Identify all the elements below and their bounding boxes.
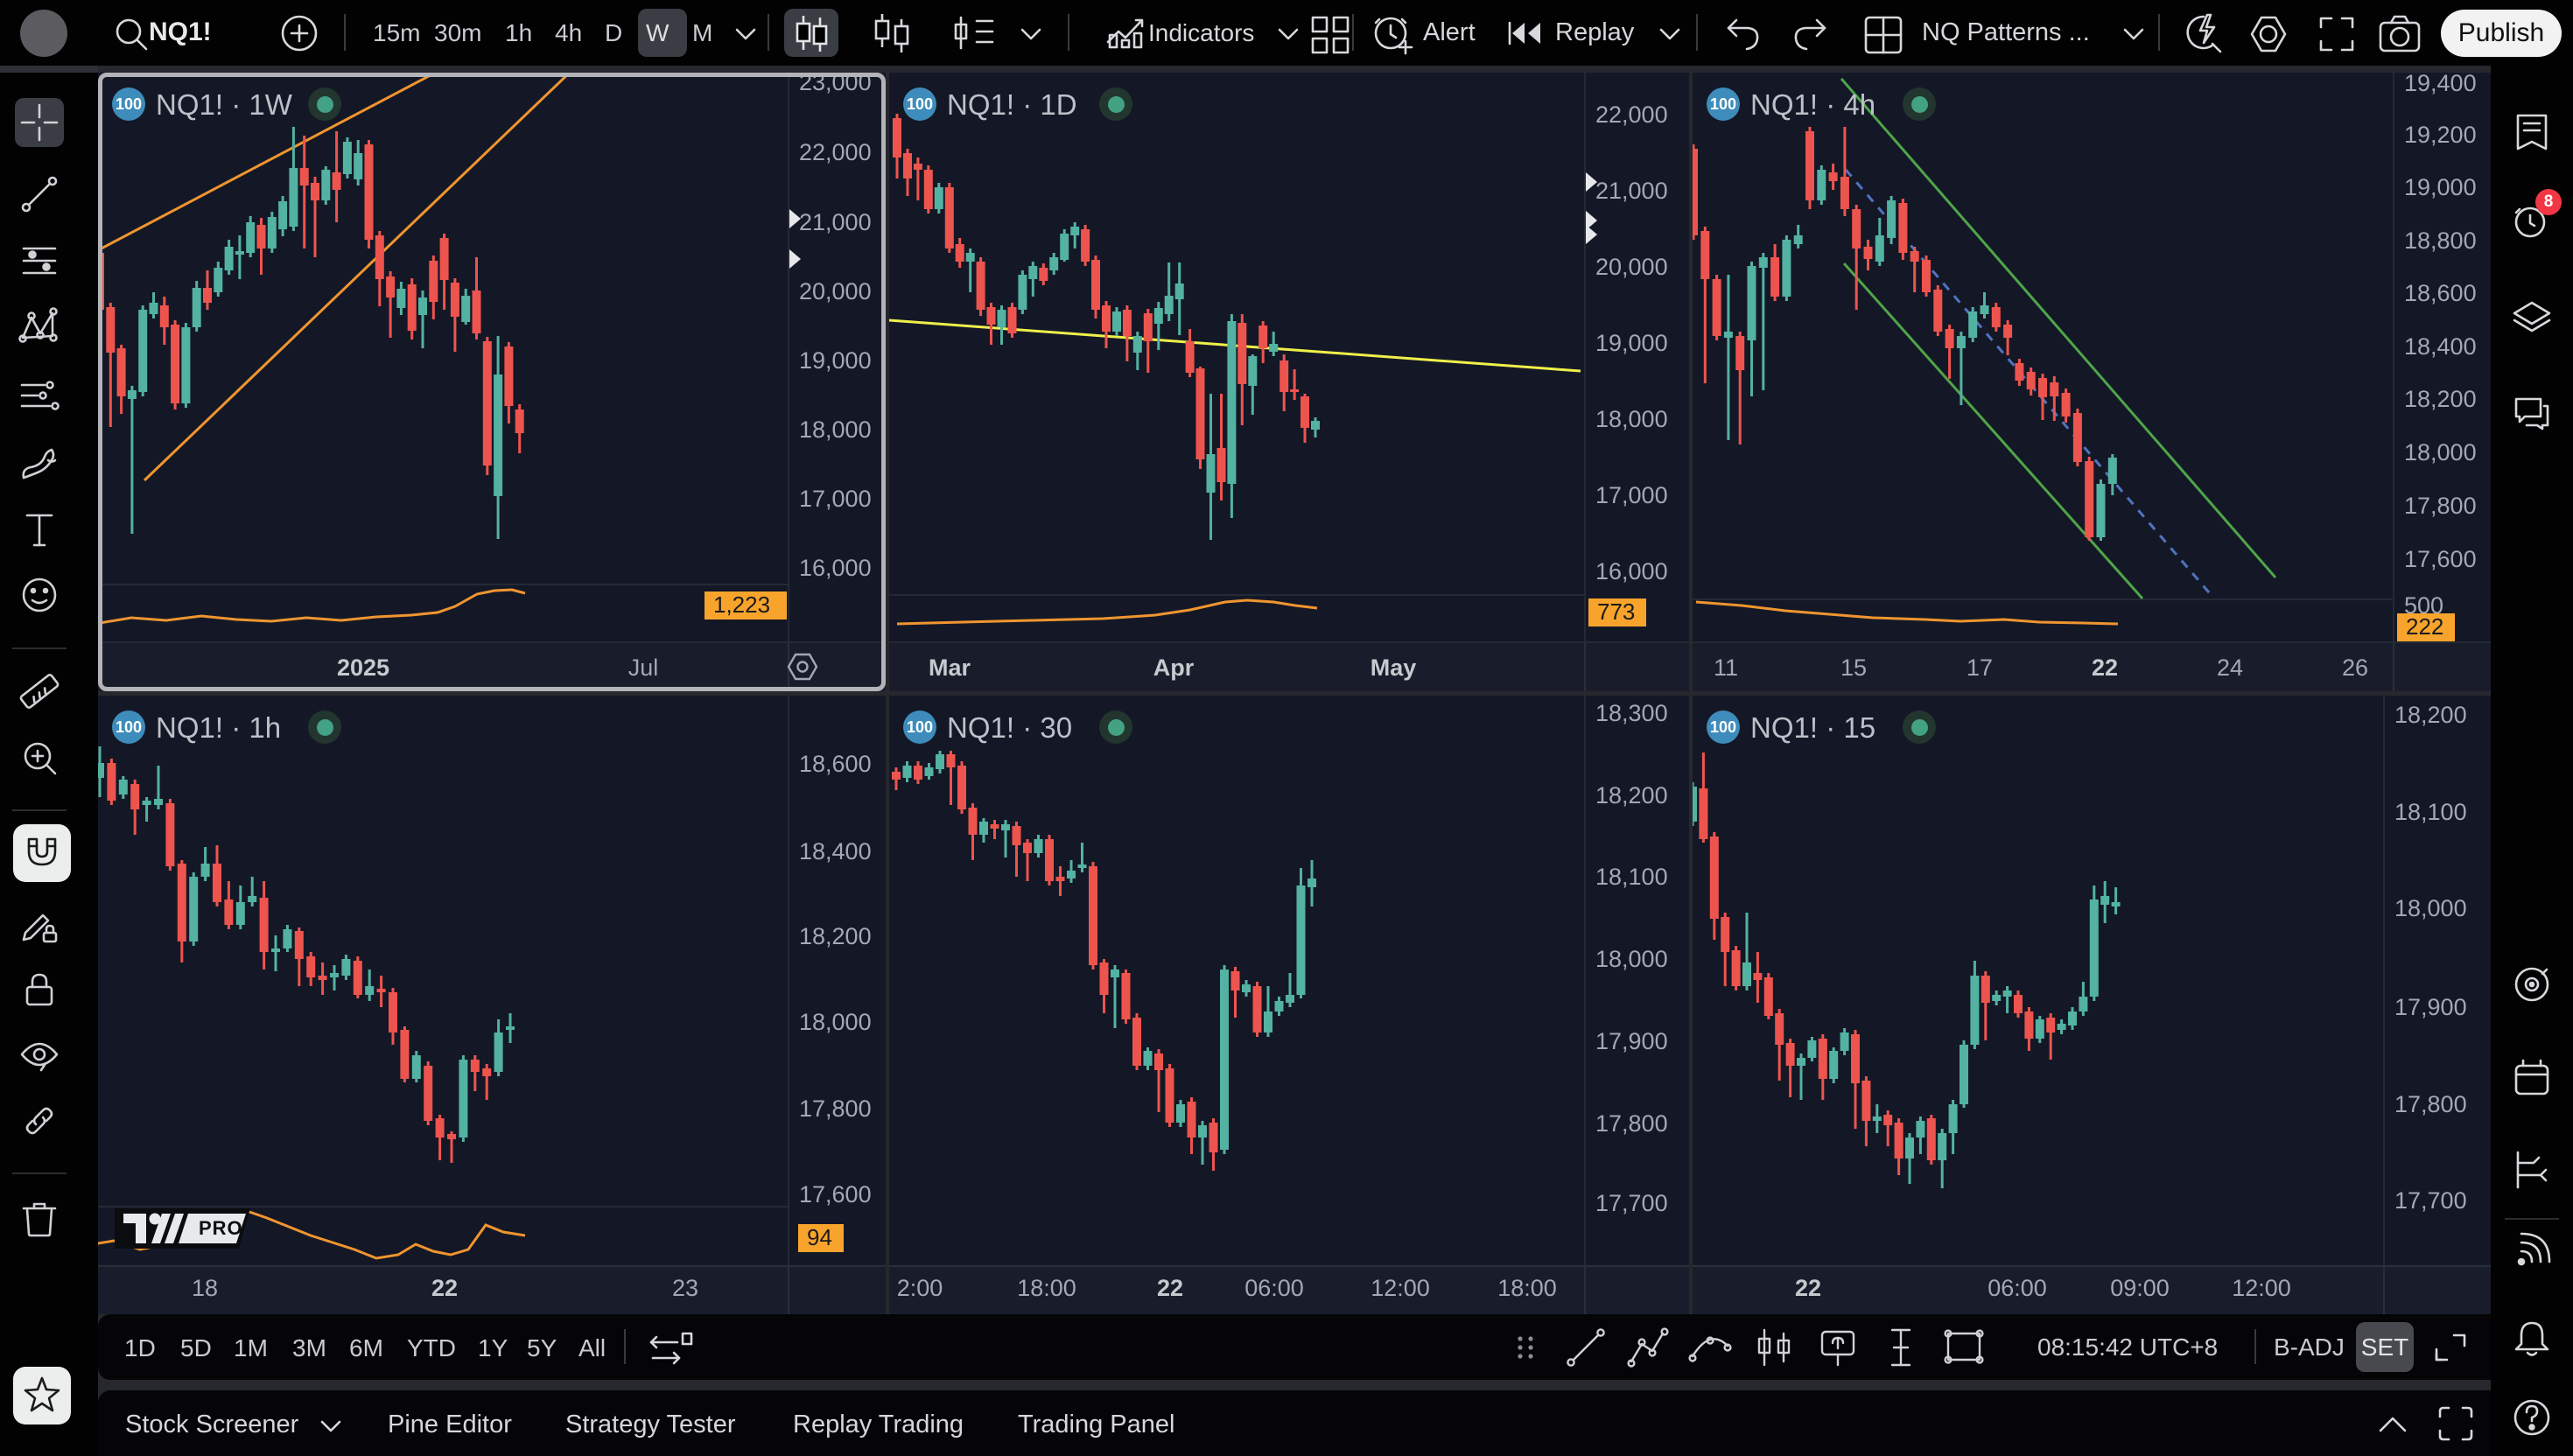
svg-text:17,800: 17,800 <box>2404 493 2477 519</box>
svg-text:18,200: 18,200 <box>1595 782 1668 808</box>
svg-text:19,000: 19,000 <box>2404 174 2477 200</box>
svg-text:16,000: 16,000 <box>1595 558 1668 584</box>
svg-text:773: 773 <box>1597 598 1635 625</box>
svg-text:06:00: 06:00 <box>1244 1275 1304 1301</box>
svg-text:2:00: 2:00 <box>897 1275 943 1301</box>
svg-text:18:00: 18:00 <box>1017 1275 1076 1301</box>
svg-text:22,000: 22,000 <box>799 139 872 165</box>
svg-text:18: 18 <box>192 1275 218 1301</box>
svg-text:22: 22 <box>1795 1275 1821 1301</box>
svg-text:12:00: 12:00 <box>1371 1275 1430 1301</box>
svg-text:18,200: 18,200 <box>2404 386 2477 412</box>
svg-text:22: 22 <box>431 1275 458 1301</box>
svg-text:17: 17 <box>1967 654 1993 681</box>
svg-text:19,000: 19,000 <box>799 347 872 374</box>
svg-text:18,400: 18,400 <box>799 838 872 864</box>
svg-text:18,000: 18,000 <box>2394 895 2467 921</box>
svg-text:18,600: 18,600 <box>799 751 872 777</box>
svg-text:21,000: 21,000 <box>1595 178 1668 204</box>
svg-text:06:00: 06:00 <box>1988 1275 2047 1301</box>
svg-text:15: 15 <box>1840 654 1867 681</box>
svg-text:17,800: 17,800 <box>2394 1091 2467 1117</box>
svg-text:Mar: Mar <box>929 654 971 681</box>
svg-text:18,000: 18,000 <box>799 1009 872 1035</box>
svg-text:Apr: Apr <box>1153 654 1195 681</box>
svg-text:18,100: 18,100 <box>1595 864 1668 890</box>
svg-text:18,400: 18,400 <box>2404 333 2477 360</box>
svg-text:222: 222 <box>2406 613 2443 640</box>
svg-text:17,900: 17,900 <box>1595 1028 1668 1054</box>
svg-text:17,900: 17,900 <box>2394 994 2467 1020</box>
svg-text:Jul: Jul <box>628 654 659 681</box>
svg-text:17,600: 17,600 <box>2404 546 2477 572</box>
svg-text:19,000: 19,000 <box>1595 330 1668 356</box>
svg-text:17,000: 17,000 <box>1595 482 1668 508</box>
svg-text:18,000: 18,000 <box>1595 946 1668 972</box>
svg-text:20,000: 20,000 <box>1595 254 1668 280</box>
svg-text:18:00: 18:00 <box>1497 1275 1557 1301</box>
svg-text:17,600: 17,600 <box>799 1181 872 1208</box>
svg-text:18,300: 18,300 <box>1595 700 1668 726</box>
svg-text:17,700: 17,700 <box>2394 1187 2467 1214</box>
svg-text:18,100: 18,100 <box>2394 799 2467 825</box>
svg-text:18,200: 18,200 <box>2394 702 2467 728</box>
svg-text:22,000: 22,000 <box>1595 102 1668 128</box>
svg-text:19,400: 19,400 <box>2404 73 2477 96</box>
svg-text:18,000: 18,000 <box>799 416 872 443</box>
svg-text:23: 23 <box>672 1275 698 1301</box>
svg-text:18,000: 18,000 <box>1595 406 1668 432</box>
svg-text:17,000: 17,000 <box>799 486 872 512</box>
svg-text:18,000: 18,000 <box>2404 439 2477 466</box>
svg-text:22: 22 <box>2092 654 2118 681</box>
svg-text:24: 24 <box>2217 654 2243 681</box>
svg-text:18,200: 18,200 <box>799 923 872 949</box>
svg-text:26: 26 <box>2342 654 2368 681</box>
svg-text:17,700: 17,700 <box>1595 1190 1668 1216</box>
svg-text:94: 94 <box>807 1224 832 1250</box>
svg-text:11: 11 <box>1714 654 1738 681</box>
svg-text:19,200: 19,200 <box>2404 122 2477 148</box>
svg-text:12:00: 12:00 <box>2232 1275 2291 1301</box>
svg-text:18,600: 18,600 <box>2404 280 2477 306</box>
svg-text:PRO: PRO <box>199 1217 243 1239</box>
svg-text:09:00: 09:00 <box>2110 1275 2170 1301</box>
svg-text:22: 22 <box>1157 1275 1183 1301</box>
svg-text:17,800: 17,800 <box>1595 1110 1668 1137</box>
svg-text:May: May <box>1371 654 1417 681</box>
svg-text:21,000: 21,000 <box>799 209 872 235</box>
svg-text:16,000: 16,000 <box>799 555 872 581</box>
svg-text:2025: 2025 <box>337 654 389 681</box>
svg-text:1,223: 1,223 <box>713 592 770 618</box>
svg-text:18,800: 18,800 <box>2404 228 2477 254</box>
svg-text:20,000: 20,000 <box>799 278 872 304</box>
svg-text:17,800: 17,800 <box>799 1096 872 1122</box>
